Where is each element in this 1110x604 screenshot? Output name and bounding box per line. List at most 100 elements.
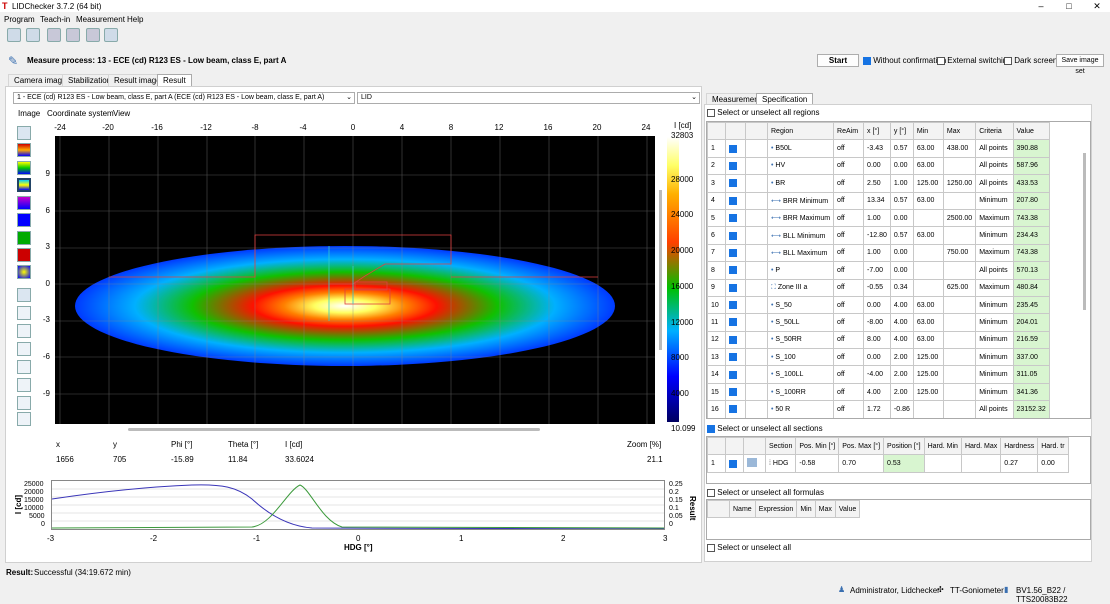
line-tool-icon[interactable]	[17, 288, 31, 302]
cell: Maximum	[975, 243, 1014, 263]
close-icon[interactable]: ✕	[1093, 1, 1101, 11]
table-row[interactable]: 4 ⟷ BRR Minimum off 13.34 0.57 63.00 Minimum 20…	[707, 191, 1050, 210]
row-checkbox[interactable]	[725, 174, 746, 193]
palette-red-icon[interactable]	[17, 248, 31, 262]
row-checkbox[interactable]	[725, 243, 746, 263]
select-all-sections-checkbox[interactable]: Select or unselect all sections	[707, 424, 823, 433]
info-header: Theta [°]	[228, 440, 259, 449]
palette-rainbow-icon[interactable]	[17, 143, 31, 157]
select-all-checkbox[interactable]: Select or unselect all	[707, 543, 791, 552]
menu-program[interactable]: Program	[4, 15, 35, 24]
table-row[interactable]: 3 • BR off 2.50 1.00 125.00 1250.00 All points 4…	[707, 174, 1050, 193]
save-image-set-button[interactable]: Save image set	[1056, 54, 1104, 75]
subtab-view[interactable]: View	[113, 109, 131, 118]
profile-lines	[51, 484, 665, 530]
line-tool-7-icon[interactable]	[17, 396, 31, 410]
palette-grayscale-icon[interactable]	[17, 126, 31, 140]
row-checkbox[interactable]	[725, 348, 746, 367]
external-switching-checkbox[interactable]: External switching	[937, 56, 1012, 65]
row-checkbox[interactable]	[725, 330, 746, 350]
menu-teach-in[interactable]: Teach-in	[40, 15, 71, 24]
line-tool-6-icon[interactable]	[17, 378, 31, 392]
table-row[interactable]: 13 • S_100 off 0.00 2.00 125.00 Minimum 337.00	[707, 348, 1050, 367]
pencil-icon[interactable]: ✎	[8, 54, 19, 68]
dark-screens-checkbox[interactable]: Dark screens	[1004, 56, 1061, 65]
table-row[interactable]: 14 • S_100LL off -4.00 2.00 125.00 Minimum 311.…	[707, 365, 1050, 384]
table-row[interactable]: 12 • S_50RR off 8.00 4.00 63.00 Minimum 216.59	[707, 330, 1050, 350]
light-distribution-image[interactable]	[55, 136, 655, 424]
row-checkbox[interactable]	[725, 139, 746, 158]
vertical-scrollbar[interactable]	[659, 190, 662, 350]
point-icon: •	[771, 318, 776, 326]
goniometer-icon[interactable]	[7, 28, 21, 42]
line-tool-2-icon[interactable]	[17, 306, 31, 320]
profile-y2-tick: 0	[669, 521, 673, 528]
palette-iso-icon[interactable]	[17, 265, 31, 279]
palette-green-icon[interactable]	[17, 231, 31, 245]
table-row[interactable]: 1 • B50L off -3.43 0.57 63.00 438.00 All points…	[707, 139, 1050, 158]
table-row[interactable]: 2 • HV off 0.00 0.00 63.00 All points 587.96	[707, 156, 1050, 176]
line-segment-icon: ⟷	[771, 249, 783, 257]
row-checkbox[interactable]	[725, 278, 746, 297]
tab-specification[interactable]: Specification	[756, 93, 814, 105]
cell: All points	[975, 400, 1014, 418]
y-tick: -3	[42, 315, 50, 324]
table-row[interactable]: 15 • S_100RR off 4.00 2.00 125.00 Minimum 341.3…	[707, 382, 1050, 402]
row-checkbox[interactable]	[725, 156, 746, 176]
line-tool-5-icon[interactable]	[17, 360, 31, 374]
table-row[interactable]: 9 ⛶ Zone III a off -0.55 0.34 625.00 Maximum 48…	[707, 278, 1050, 297]
cell: 63.00	[912, 191, 944, 210]
colorbar-label: 16000	[671, 282, 694, 291]
palette-active-icon[interactable]	[17, 178, 31, 192]
table-row[interactable]: 7 ⟷ BLL Maximum off 1.00 0.00 750.00 Maximum 74…	[707, 243, 1050, 263]
line-tool-4-icon[interactable]	[17, 342, 31, 356]
start-button[interactable]: Start	[817, 54, 859, 67]
row-checkbox[interactable]	[725, 226, 746, 245]
lid-selector[interactable]: LID ⌄	[357, 92, 700, 104]
row-checkbox[interactable]	[725, 313, 746, 332]
subtab-coordinate-system[interactable]: Coordinate system	[47, 109, 114, 118]
row-checkbox[interactable]	[725, 454, 744, 473]
row-checkbox[interactable]	[725, 365, 746, 384]
select-all-formulas-checkbox[interactable]: Select or unselect all formulas	[707, 488, 824, 497]
settings-icon[interactable]	[86, 28, 100, 42]
select-all-regions-checkbox[interactable]: Select or unselect all regions	[707, 108, 820, 117]
tab-result[interactable]: Result	[157, 74, 192, 86]
database-icon[interactable]	[47, 28, 61, 42]
row-checkbox[interactable]	[725, 261, 746, 280]
regions-scrollbar[interactable]	[1083, 153, 1086, 310]
line-tool-8-icon[interactable]	[17, 412, 31, 426]
subtab-image[interactable]: Image	[18, 109, 41, 118]
table-row[interactable]: 10 • S_50 off 0.00 4.00 63.00 Minimum 235.45	[707, 295, 1050, 315]
minimize-icon[interactable]: –	[1038, 1, 1044, 11]
palette-magenta-icon[interactable]	[17, 196, 31, 210]
measurement-selector[interactable]: 1 - ECE (cd) R123 ES - Low beam, class E…	[13, 92, 355, 104]
menu-help[interactable]: Help	[127, 15, 144, 24]
maximize-icon[interactable]: □	[1066, 1, 1072, 11]
user-icon: ♟	[838, 585, 846, 594]
without-confirmation-checkbox[interactable]: Without confirmation	[863, 56, 946, 65]
row-checkbox[interactable]	[725, 295, 746, 315]
palette-blue-icon[interactable]	[17, 213, 31, 227]
palette-spectrum-icon[interactable]	[17, 161, 31, 175]
table-row[interactable]: 6 ⟷ BLL Minimum off -12.80 0.57 63.00 Minimum 2…	[707, 226, 1050, 245]
horizontal-scrollbar[interactable]	[128, 428, 540, 431]
camera-icon[interactable]	[26, 28, 40, 42]
row-checkbox[interactable]	[725, 400, 746, 418]
x-tick: 4	[399, 123, 405, 132]
table-row[interactable]: 11 • S_50LL off -8.00 4.00 63.00 Minimum 204.01	[707, 313, 1050, 332]
menu-measurement[interactable]: Measurement	[76, 15, 125, 24]
info-icon[interactable]	[104, 28, 118, 42]
x-tick: 12	[494, 123, 504, 132]
line-tool-3-icon[interactable]	[17, 324, 31, 338]
row-checkbox[interactable]	[725, 382, 746, 402]
export-icon[interactable]	[66, 28, 80, 42]
row-checkbox[interactable]	[725, 208, 746, 228]
table-row[interactable]: 1 ⁞ HDG -0.58 0.70 0.53 0.27 0.00	[707, 454, 1069, 473]
region-cell: • S_50RR	[766, 330, 835, 350]
table-row[interactable]: 5 ⟷ BRR Maximum off 1.00 0.00 2500.00 Maximum 7…	[707, 208, 1050, 228]
cell: -3.43	[863, 139, 891, 158]
row-checkbox[interactable]	[725, 191, 746, 210]
